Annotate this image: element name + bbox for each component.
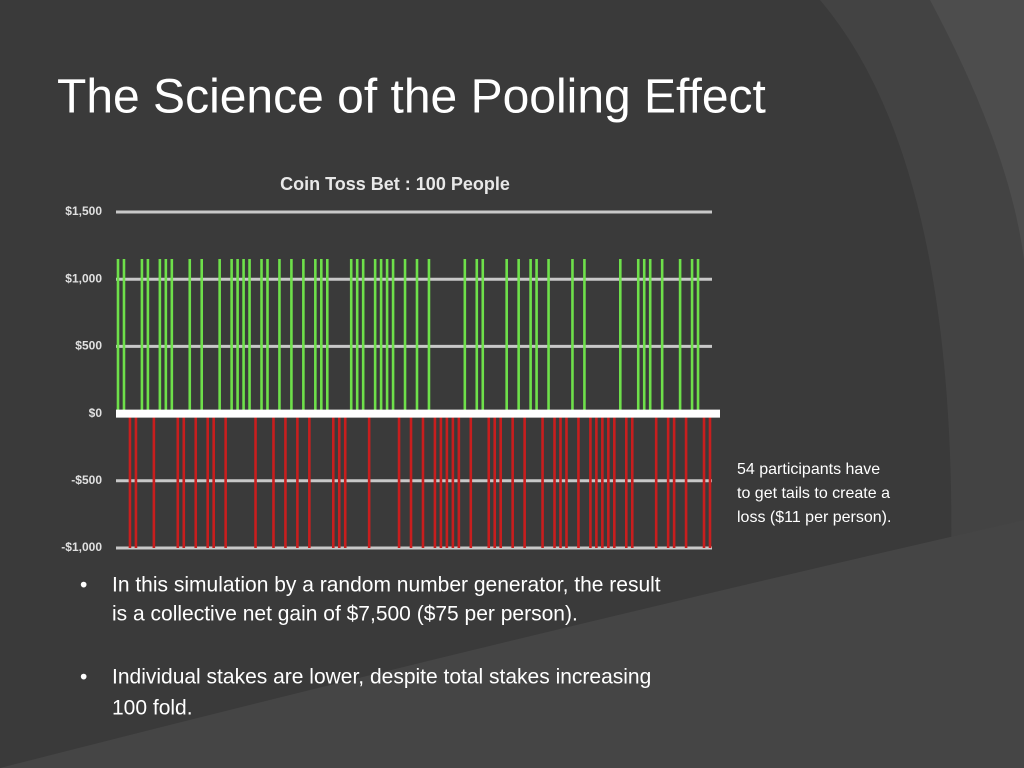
decor-curve	[930, 0, 1024, 260]
y-tick-label: $0	[89, 406, 103, 420]
bullet-text: is a collective net gain of $7,500 ($75 …	[112, 603, 578, 626]
y-tick-label: -$1,000	[61, 540, 102, 554]
bullet-marker: •	[80, 666, 87, 689]
bullet-text: 100 fold.	[112, 697, 193, 720]
chart-title: Coin Toss Bet : 100 People	[280, 174, 510, 194]
slide-title: The Science of the Pooling Effect	[57, 71, 766, 124]
note-line: to get tails to create a	[737, 485, 890, 502]
note-line: loss ($11 per person).	[737, 509, 891, 526]
bullet-marker: •	[80, 574, 87, 597]
y-tick-label: $1,500	[65, 204, 102, 218]
decor-curve	[0, 520, 1024, 768]
bullet-text: Individual stakes are lower, despite tot…	[112, 666, 651, 689]
y-tick-label: $500	[75, 339, 102, 353]
y-tick-label: -$500	[71, 473, 102, 487]
note-line: 54 participants have	[737, 461, 880, 478]
bullet-text: In this simulation by a random number ge…	[112, 574, 661, 597]
y-tick-label: $1,000	[65, 271, 102, 285]
